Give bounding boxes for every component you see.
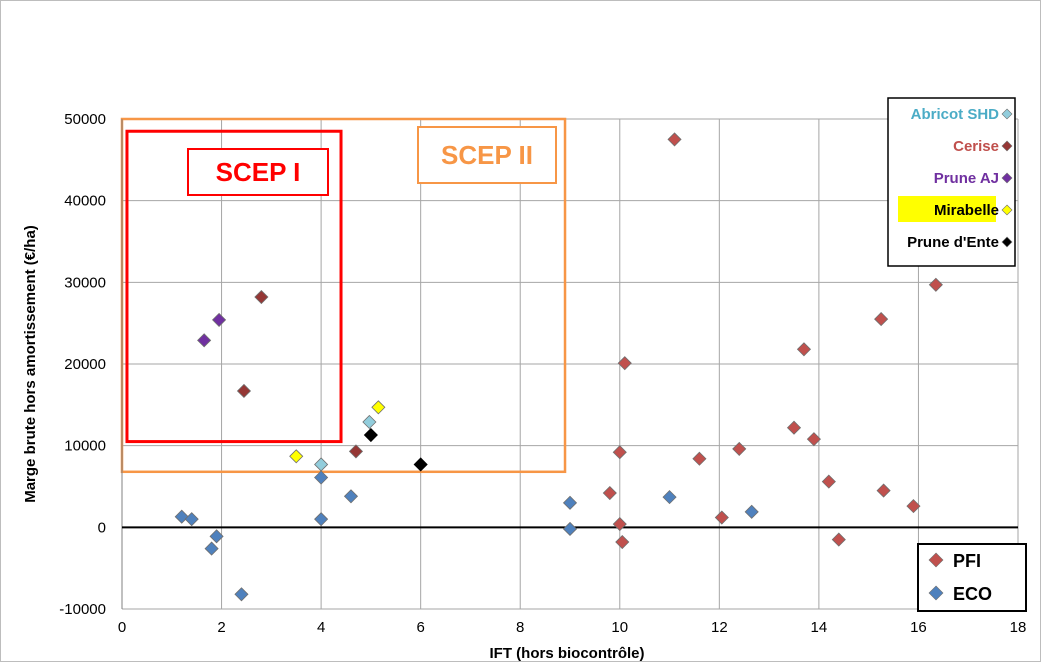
data-point: [796, 342, 812, 357]
data-point: [371, 400, 386, 415]
data-point: [254, 289, 269, 305]
x-tick-label: 14: [811, 619, 828, 636]
data-point: [831, 532, 846, 547]
data-point: [314, 512, 329, 527]
legend-label: Prune d'Ente: [907, 234, 999, 251]
region-box: [125, 129, 343, 444]
data-point: [289, 449, 304, 464]
legend-highlight: [898, 196, 996, 222]
region-label-box: [187, 148, 329, 196]
y-tick-label: 40000: [64, 193, 106, 210]
legend-label: Cerise: [953, 138, 999, 155]
data-point: [786, 420, 802, 435]
data-point: [236, 383, 252, 399]
y-tick-label: 50000: [64, 111, 106, 128]
data-point: [602, 485, 617, 501]
legend-marker: [928, 552, 944, 568]
data-point: [615, 534, 630, 550]
data-point: [732, 441, 747, 456]
data-point: [876, 483, 891, 498]
data-point: [197, 333, 212, 348]
data-point: [667, 132, 682, 147]
data-point: [662, 490, 677, 505]
legend-marker: [928, 585, 944, 601]
x-tick-label: 12: [711, 619, 728, 636]
data-point: [413, 457, 428, 472]
data-point: [612, 517, 627, 532]
data-point: [343, 489, 359, 504]
data-point: [204, 541, 219, 556]
data-point: [314, 457, 329, 472]
y-tick-label: 20000: [64, 356, 106, 373]
y-tick-label: -10000: [59, 601, 106, 618]
legend-systems: PFI ECO: [917, 543, 1027, 612]
data-point: [744, 504, 759, 519]
data-point: [692, 451, 707, 466]
legend-label: Abricot SHD: [911, 106, 1000, 123]
x-tick-label: 6: [416, 619, 424, 636]
legend-label: Mirabelle: [934, 202, 999, 219]
region-boxes: SCEP I SCEP II: [120, 117, 567, 474]
x-axis-title: IFT (hors biocontrôle): [490, 645, 645, 662]
data-point: [928, 277, 943, 292]
y-tick-label: 10000: [64, 438, 106, 455]
x-tick-label: 4: [317, 619, 325, 636]
data-point: [209, 529, 224, 544]
data-point: [174, 509, 189, 524]
legend-label: Prune AJ: [934, 170, 999, 187]
x-tick-label: 18: [1010, 619, 1027, 636]
data-points: [174, 132, 943, 602]
data-point: [714, 510, 729, 525]
x-tick-label: 10: [611, 619, 628, 636]
legend-label: ECO: [953, 584, 992, 604]
y-tick-label: 30000: [64, 274, 106, 291]
region-label: SCEP I: [216, 157, 301, 187]
data-point: [184, 512, 199, 527]
legend-marker: [1001, 140, 1013, 152]
data-point: [874, 312, 889, 327]
data-point: [821, 474, 836, 489]
x-tick-label: 8: [516, 619, 524, 636]
data-point: [562, 495, 578, 510]
legend-marker: [1001, 172, 1013, 184]
x-tick-label: 16: [910, 619, 927, 636]
legend-box: [887, 97, 1016, 267]
legend-marker: [1001, 236, 1013, 248]
legend-varieties: Abricot SHD Cerise Prune AJ Mirabelle Prune …: [887, 97, 1016, 267]
region-label: SCEP II: [441, 140, 533, 170]
data-point: [362, 414, 377, 430]
data-point: [562, 521, 578, 537]
data-point: [234, 587, 249, 602]
y-tick-label: 0: [98, 519, 106, 536]
data-point: [363, 427, 378, 443]
data-point: [617, 356, 632, 371]
data-point: [612, 445, 627, 460]
data-point: [806, 432, 821, 447]
x-tick-label: 0: [118, 619, 126, 636]
data-point: [314, 470, 329, 485]
legend-marker: [1001, 108, 1013, 120]
data-point: [906, 499, 921, 514]
data-point: [212, 312, 227, 327]
y-axis-title: Marge brute hors amortissement (€/ha): [22, 225, 39, 503]
legend-label: PFI: [953, 551, 981, 571]
legend-marker: [1001, 204, 1013, 216]
region-label-box: [417, 126, 557, 184]
x-tick-label: 2: [217, 619, 225, 636]
data-point: [348, 444, 364, 459]
